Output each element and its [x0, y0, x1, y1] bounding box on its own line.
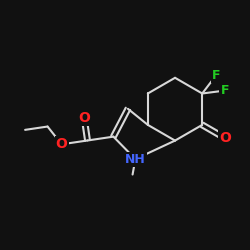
- Text: O: O: [56, 137, 68, 151]
- Text: O: O: [78, 111, 90, 125]
- Text: F: F: [212, 69, 220, 82]
- Text: F: F: [220, 84, 229, 97]
- Text: O: O: [219, 131, 231, 145]
- Text: NH: NH: [125, 152, 146, 166]
